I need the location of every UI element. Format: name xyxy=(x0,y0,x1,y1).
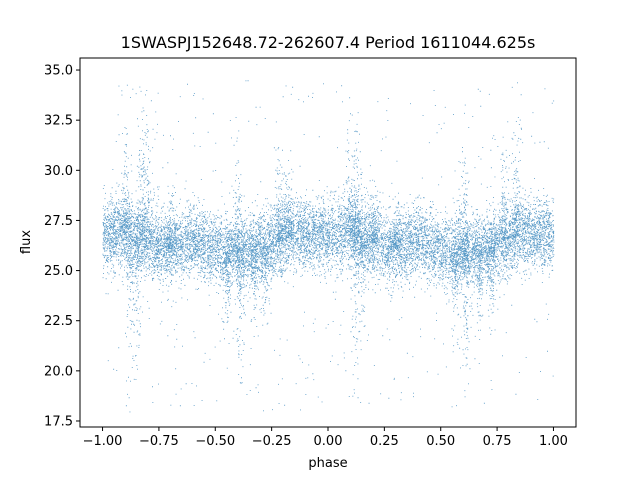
y-tick-label: 30.0 xyxy=(44,164,73,179)
x-tick-label: 0.00 xyxy=(314,434,343,449)
x-tick-label: 0.50 xyxy=(426,434,455,449)
y-axis-label: flux xyxy=(19,230,34,254)
x-tick-label: −0.75 xyxy=(139,434,179,449)
chart-title: 1SWASPJ152648.72-262607.4 Period 1611044… xyxy=(121,33,536,52)
x-axis-label: phase xyxy=(308,456,347,471)
x-tick-label: −1.00 xyxy=(83,434,123,449)
x-axis: −1.00 −0.75 −0.50 −0.25 0.00 0.25 0.50 0.75 1.00 xyxy=(83,427,568,449)
y-tick-label: 20.0 xyxy=(44,364,73,379)
y-tick-label: 17.5 xyxy=(44,414,73,429)
y-tick-label: 22.5 xyxy=(44,314,73,329)
y-tick-label: 32.5 xyxy=(44,114,73,129)
x-tick-label: −0.25 xyxy=(252,434,292,449)
x-tick-label: 1.00 xyxy=(539,434,568,449)
y-tick-label: 35.0 xyxy=(44,64,73,79)
scatter-series-points xyxy=(102,80,555,413)
data-points xyxy=(102,80,555,413)
x-tick-label: 0.25 xyxy=(370,434,399,449)
y-tick-label: 25.0 xyxy=(44,264,73,279)
x-tick-label: 0.75 xyxy=(483,434,512,449)
y-axis: 17.5 20.0 22.5 25.0 27.5 30.0 32.5 35.0 xyxy=(44,64,80,429)
x-tick-label: −0.50 xyxy=(195,434,235,449)
y-tick-label: 27.5 xyxy=(44,214,73,229)
